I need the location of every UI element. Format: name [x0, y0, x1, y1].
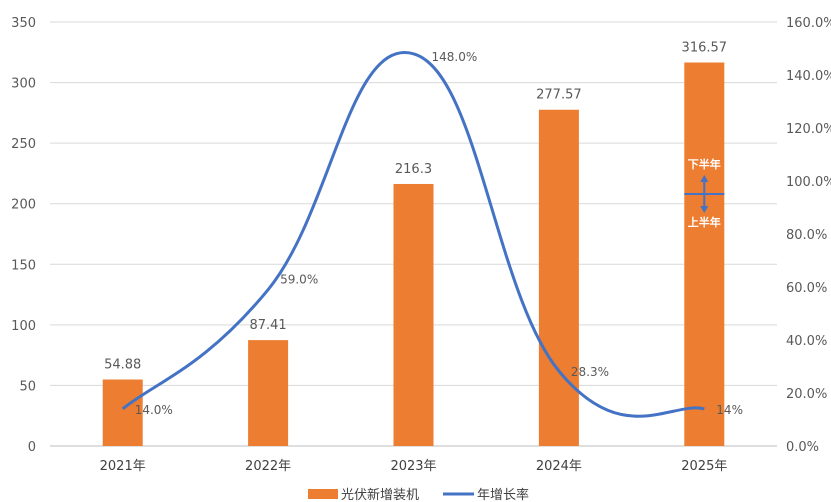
right-tick-label: 100.0%	[786, 175, 831, 190]
bar-data-label: 87.41	[249, 318, 286, 333]
legend-label-line: 年增长率	[477, 487, 529, 502]
half-year-annotation: 下半年 上半年	[684, 157, 725, 229]
bar	[538, 109, 579, 446]
arrow-up-head	[700, 175, 709, 183]
category-label: 2023年	[390, 459, 436, 474]
right-tick-label: 60.0%	[786, 281, 827, 296]
line-data-label: 59.0%	[280, 273, 318, 287]
bar	[248, 340, 289, 446]
bar-data-label: 316.57	[682, 40, 728, 55]
bar	[102, 379, 143, 446]
annotation-lower-half: 上半年	[688, 215, 721, 229]
legend-swatch-bar	[308, 489, 338, 499]
right-tick-label: 160.0%	[786, 16, 831, 31]
right-tick-label: 20.0%	[786, 387, 827, 402]
line-data-label: 14.0%	[135, 403, 173, 417]
left-axis: 0 50 100 150 200 250 300 350	[11, 16, 36, 455]
left-tick-label: 0	[28, 440, 36, 455]
left-tick-label: 250	[11, 137, 36, 152]
annotation-upper-half: 下半年	[688, 157, 721, 171]
legend-label-bar: 光伏新增装机	[341, 487, 419, 502]
category-label: 2021年	[100, 459, 146, 474]
line-data-label: 14%	[716, 403, 743, 417]
left-tick-label: 300	[11, 77, 36, 92]
left-tick-label: 100	[11, 319, 36, 334]
bar-data-label: 216.3	[395, 162, 432, 177]
bar	[684, 62, 725, 447]
right-tick-label: 80.0%	[786, 228, 827, 243]
right-tick-label: 40.0%	[786, 334, 827, 349]
left-tick-label: 50	[19, 379, 36, 394]
right-tick-label: 120.0%	[786, 122, 831, 137]
left-tick-label: 350	[11, 16, 36, 31]
arrow-down-head	[700, 206, 709, 214]
category-label: 2025年	[681, 459, 727, 474]
line-series: 14.0% 59.0% 148.0% 28.3% 14%	[121, 50, 743, 418]
line-data-label: 28.3%	[571, 365, 609, 379]
bar	[393, 183, 434, 446]
category-label: 2022年	[245, 459, 291, 474]
line-data-label: 148.0%	[432, 50, 478, 64]
right-axis: 0.0% 20.0% 40.0% 60.0% 80.0% 100.0% 120.0% 140.…	[786, 16, 831, 455]
category-axis-labels: 2021年 2022年 2023年 2024年 2025年	[100, 459, 728, 474]
bar-data-label: 277.57	[536, 88, 582, 103]
right-tick-label: 0.0%	[786, 440, 819, 455]
right-tick-label: 140.0%	[786, 69, 831, 84]
bar-data-label: 54.88	[104, 358, 141, 373]
left-tick-label: 150	[11, 258, 36, 273]
legend: 光伏新增装机 年增长率	[308, 487, 529, 502]
bar-series: 54.88 87.41 216.3 277.57 316.57	[102, 40, 728, 447]
category-label: 2024年	[536, 459, 582, 474]
left-tick-label: 200	[11, 198, 36, 213]
growth-line	[121, 51, 705, 418]
